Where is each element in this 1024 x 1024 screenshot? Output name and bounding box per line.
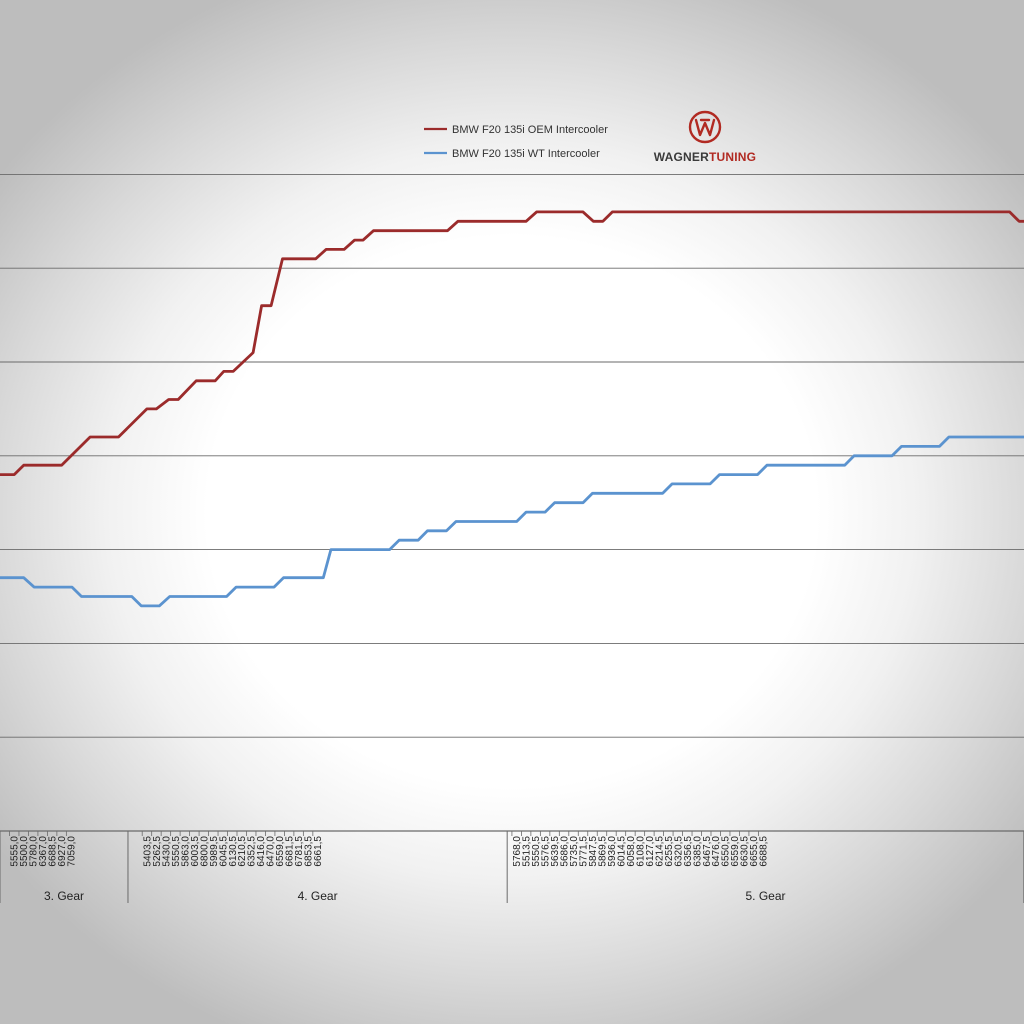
x-tick-label: 6655,0: [749, 836, 760, 867]
x-tick-label: 6416,0: [256, 836, 267, 867]
x-tick-label: 5989,5: [209, 836, 220, 867]
x-tick-label: 6559,0: [275, 836, 286, 867]
x-tick-label: 5780,0: [29, 836, 40, 867]
x-tick-label: 7059,0: [67, 836, 78, 867]
x-tick-label: 5639,5: [550, 836, 561, 867]
x-tick-label: 5686,0: [560, 836, 571, 867]
x-tick-label: 6681,5: [285, 836, 296, 867]
x-tick-label: 5550,5: [531, 836, 542, 867]
x-tick-label: 5863,0: [180, 836, 191, 867]
x-tick-label: 5430,0: [161, 836, 172, 867]
x-tick-label: 6688,5: [48, 836, 59, 867]
x-tick-label: 6108,0: [635, 836, 646, 867]
x-tick-label: 5262,5: [152, 836, 163, 867]
series-layer: [0, 210, 1024, 608]
x-tick-label: 5936,0: [607, 836, 618, 867]
x-tick-label: 6853,5: [304, 836, 315, 867]
x-tick-label: 5869,5: [598, 836, 609, 867]
x-tick-label: 5735,0: [569, 836, 580, 867]
logo-emblem-mark-icon: [694, 118, 716, 137]
x-tick-label: 6470,0: [266, 836, 277, 867]
x-tick-label: 5403,5: [142, 836, 153, 867]
x-tick-label: 5576,5: [541, 836, 552, 867]
gear-label: 5. Gear: [745, 889, 785, 903]
x-tick-label: 5550,5: [171, 836, 182, 867]
x-tick-label: 6476,0: [711, 836, 722, 867]
x-tick-label: 6320,5: [673, 836, 684, 867]
x-tick-label: 6352,5: [247, 836, 258, 867]
x-tick-label: 6210,5: [237, 836, 248, 867]
x-tick-label: 6781,5: [294, 836, 305, 867]
x-tick-label: 6045,5: [218, 836, 229, 867]
x-tick-label: 6661,5: [313, 836, 324, 867]
x-tick-label: 5768,0: [512, 836, 523, 867]
gridlines: [0, 173, 1024, 832]
wagner-tuning-logo: WAGNERTUNING: [654, 110, 756, 164]
x-tick-label: 6367,0: [38, 836, 49, 867]
x-tick-label: 6130,5: [228, 836, 239, 867]
logo-wordmark-dark: WAGNER: [654, 150, 709, 164]
x-tick-label: 5513,5: [522, 836, 533, 867]
x-tick-label: 6550,5: [721, 836, 732, 867]
x-tick-label: 6688,5: [759, 836, 770, 867]
series-line-oem: [0, 210, 1024, 476]
x-tick-label: 6003,5: [190, 836, 201, 867]
x-axis: 5555,05500,05780,06367,06688,56927,07059…: [0, 831, 1024, 903]
x-tick-label: 5847,5: [588, 836, 599, 867]
x-tick-label: 6127,0: [645, 836, 656, 867]
x-tick-label: 6356,5: [683, 836, 694, 867]
x-tick-label: 6559,0: [730, 836, 741, 867]
x-tick-label: 6467,5: [702, 836, 713, 867]
x-tick-label: 5771,5: [579, 836, 590, 867]
gear-label: 4. Gear: [298, 889, 338, 903]
x-tick-label: 5555,0: [10, 836, 21, 867]
x-tick-label: 6058,0: [626, 836, 637, 867]
logo-wordmark: WAGNERTUNING: [654, 150, 756, 164]
logo-wordmark-red: TUNING: [709, 150, 756, 164]
x-tick-label: 6630,5: [740, 836, 751, 867]
x-tick-label: 6385,0: [692, 836, 703, 867]
x-tick-label: 6014,5: [616, 836, 627, 867]
legend-label-wt: BMW F20 135i WT Intercooler: [452, 148, 600, 160]
x-tick-label: 5500,0: [19, 836, 30, 867]
legend-label-oem: BMW F20 135i OEM Intercooler: [452, 124, 608, 136]
gear-label: 3. Gear: [44, 889, 84, 903]
x-tick-label: 6255,5: [664, 836, 675, 867]
x-tick-label: 6800,0: [199, 836, 210, 867]
logo-emblem-icon: [688, 110, 722, 144]
x-tick-label: 6927,0: [57, 836, 68, 867]
series-line-wt: [0, 435, 1024, 608]
legend: BMW F20 135i OEM Intercooler BMW F20 135…: [424, 124, 608, 160]
x-tick-label: 6214,5: [654, 836, 665, 867]
